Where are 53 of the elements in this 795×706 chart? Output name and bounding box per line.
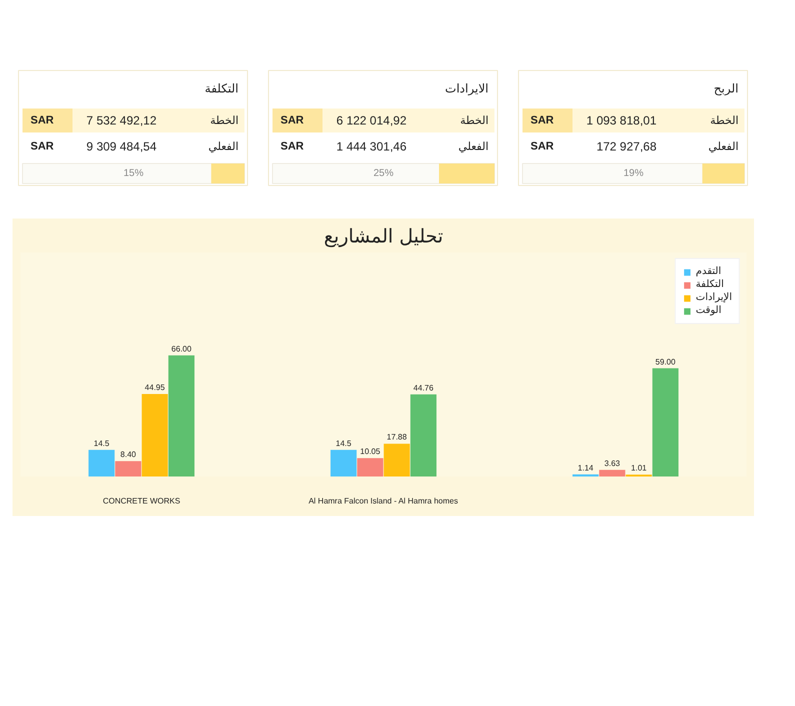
text: 6 122 014,92 (336, 114, 407, 128)
text: التكلفة (204, 82, 239, 96)
text: الفعلي (458, 140, 489, 153)
x-tick-label: CONCRETE WORKS (102, 496, 180, 506)
data-label: 19% (623, 168, 644, 179)
data-label: 8.40 (120, 450, 137, 460)
legend-label: الإيرادات (696, 292, 732, 303)
text: 1 093 818,01 (586, 114, 657, 128)
chart-title: تحليل المشاريع (324, 226, 444, 248)
text: SAR (280, 114, 304, 126)
data-label: 44.95 (144, 383, 166, 392)
text: الفعلي (708, 140, 739, 153)
data-label: 44.76 (413, 383, 434, 392)
data-label: 66.00 (171, 344, 192, 354)
text: SAR (530, 114, 554, 126)
text: 1 444 301,46 (336, 140, 407, 154)
bar (115, 461, 142, 476)
text: الخطة (460, 114, 489, 127)
bar (384, 444, 410, 476)
bar (357, 458, 384, 476)
data-label: 15% (123, 168, 144, 179)
bar (652, 368, 678, 476)
bar (142, 394, 168, 476)
text: 172 927,68 (596, 140, 657, 154)
text: الايرادات (445, 82, 489, 96)
text: 9 309 484,54 (86, 140, 157, 154)
text: الفعلي (208, 140, 239, 153)
data-label: 17.88 (386, 432, 408, 442)
data-label: 1.01 (631, 464, 648, 473)
data-label: 25% (373, 168, 394, 179)
text: 7 532 492,12 (86, 114, 157, 128)
legend-label: الوقت (696, 305, 722, 316)
bar (88, 450, 115, 476)
bar (599, 470, 626, 476)
data-label: 10.05 (360, 447, 381, 456)
data-label: 3.63 (604, 458, 621, 468)
bar (168, 355, 194, 476)
text: الخطة (710, 114, 739, 127)
data-label: 14.5 (336, 438, 352, 448)
x-tick-label: Al Hamra Falcon Island - Al Hamra homes (308, 496, 458, 506)
text: الربح (714, 82, 739, 96)
text: SAR (30, 114, 54, 126)
data-label: 14.5 (94, 438, 110, 448)
legend-label: التكلفة (696, 279, 724, 290)
text: SAR (30, 140, 54, 152)
bar (330, 450, 357, 476)
data-label: 1.14 (578, 463, 594, 472)
legend-label: التقدم (696, 266, 722, 277)
text: SAR (530, 140, 554, 152)
data-label: 59.00 (655, 357, 676, 366)
text: SAR (280, 140, 304, 152)
bar (410, 394, 436, 476)
text: الخطة (210, 114, 239, 127)
